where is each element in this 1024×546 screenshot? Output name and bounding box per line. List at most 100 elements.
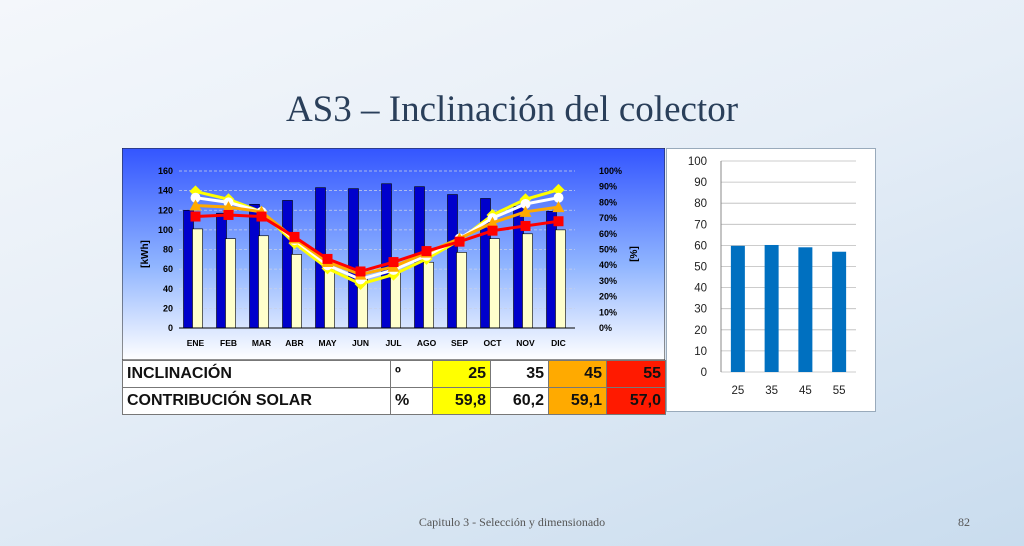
series-point: [289, 231, 300, 242]
y-tick-label: 20: [163, 303, 173, 313]
table-cell: 35: [490, 360, 549, 388]
series-point: [190, 192, 201, 203]
y-tick-label: 40: [694, 283, 707, 295]
monthly-bar: [291, 254, 302, 329]
y-tick-label: 140: [158, 186, 173, 196]
y2-tick-label: 70%: [599, 213, 617, 223]
table-row-label: INCLINACIÓN: [122, 360, 391, 388]
y-tick-label: 20: [694, 325, 707, 337]
y2-tick-label: 0%: [599, 323, 612, 333]
series-point: [553, 216, 564, 227]
y2-axis-label: [%]: [629, 246, 640, 262]
table-unit: º: [390, 360, 433, 388]
y-tick-label: 60: [694, 240, 707, 252]
monthly-bar: [555, 229, 566, 329]
table-cell: 59,1: [548, 387, 607, 415]
y-tick-label: 70: [694, 219, 707, 231]
monthly-bar: [522, 233, 533, 329]
monthly-bar: [192, 228, 203, 329]
x-tick-label: NOV: [516, 338, 535, 348]
monthly-bar: [456, 252, 467, 329]
y-tick-label: 160: [158, 166, 173, 176]
y-tick-label: 100: [688, 156, 707, 168]
series-point: [553, 192, 564, 203]
series-point: [421, 246, 432, 257]
y-axis-label: [kWh]: [140, 240, 151, 268]
table-cell: 25: [432, 360, 491, 388]
monthly-bar: [282, 200, 293, 329]
contribution-chart: 0 10 20 30 40 50 60 70 80 90 100 25 35 45 55: [666, 148, 876, 412]
y-tick-label: 80: [163, 245, 173, 255]
y2-tick-label: 100%: [599, 166, 622, 176]
x-tick-label: OCT: [484, 338, 503, 348]
x-tick-label: 55: [833, 385, 846, 397]
data-table: INCLINACIÓN º 25 35 45 55 CONTRIBUCIÓN S…: [122, 360, 666, 415]
series-point: [256, 211, 267, 222]
series-point: [519, 205, 532, 217]
y2-tick-label: 40%: [599, 260, 617, 270]
y-tick-label: 10: [694, 346, 707, 358]
series-point: [322, 253, 333, 264]
series-point: [223, 209, 234, 220]
x-tick-label: SEP: [451, 338, 468, 348]
y-tick-label: 90: [694, 177, 707, 189]
table-cell: 45: [548, 360, 607, 388]
x-tick-label: ENE: [187, 338, 205, 348]
monthly-bar: [447, 194, 458, 329]
series-point: [222, 201, 235, 213]
table-row: INCLINACIÓN º 25 35 45 55: [122, 360, 666, 388]
y-tick-label: 50: [694, 262, 707, 274]
x-tick-label: AGO: [417, 338, 437, 348]
table-cell: 60,2: [490, 387, 549, 415]
x-tick-label: 35: [765, 385, 778, 397]
contribution-bar: [764, 244, 779, 372]
monthly-bar: [216, 212, 227, 329]
y2-tick-label: 10%: [599, 307, 617, 317]
table-cell: 57,0: [606, 387, 666, 415]
x-tick-label: ABR: [285, 338, 303, 348]
footer-text: Capitulo 3 - Selección y dimensionado: [418, 515, 606, 529]
contribution-bar: [730, 245, 745, 372]
contribution-bar: [798, 247, 813, 372]
y-tick-label: 60: [163, 264, 173, 274]
series-point: [520, 198, 531, 209]
contribution-bar: [832, 251, 847, 372]
series-point: [189, 199, 202, 211]
y-tick-label: 30: [694, 304, 707, 316]
series-point: [487, 225, 498, 236]
series-point: [189, 185, 202, 198]
x-tick-label: FEB: [220, 338, 237, 348]
x-tick-label: MAY: [318, 338, 336, 348]
monthly-bar: [258, 235, 269, 329]
monthly-bar: [489, 238, 500, 329]
x-tick-label: 45: [799, 385, 812, 397]
series-line: [195, 204, 559, 277]
y-tick-label: 0: [701, 367, 707, 379]
x-tick-label: JUL: [385, 338, 401, 348]
y2-tick-label: 20%: [599, 292, 617, 302]
monthly-bar: [225, 238, 236, 329]
series-point: [190, 211, 201, 222]
table-unit: %: [390, 387, 433, 415]
y2-tick-label: 30%: [599, 276, 617, 286]
x-tick-label: MAR: [252, 338, 271, 348]
monthly-bar: [546, 210, 557, 329]
monthly-bar: [348, 188, 359, 329]
series-point: [552, 201, 565, 213]
page-number: 82: [958, 515, 970, 529]
monthly-bar: [324, 268, 335, 329]
table-cell: 55: [606, 360, 666, 388]
monthly-chart: 0 20 40 60 80 100 120 140 160 0% 10% 20% 30% 40% 50% 60…: [122, 148, 665, 360]
series-point: [520, 220, 531, 231]
table-row: CONTRIBUCIÓN SOLAR % 59,8 60,2 59,1 57,0: [122, 387, 666, 415]
x-tick-label: 25: [731, 385, 744, 397]
series-line: [195, 213, 559, 274]
series-point: [355, 266, 366, 277]
table-cell: 59,8: [432, 387, 491, 415]
x-tick-label: DIC: [551, 338, 566, 348]
y-tick-label: 120: [158, 205, 173, 215]
monthly-bar: [390, 271, 401, 329]
y2-tick-label: 60%: [599, 229, 617, 239]
y-tick-label: 80: [694, 198, 707, 210]
x-tick-label: JUN: [352, 338, 369, 348]
